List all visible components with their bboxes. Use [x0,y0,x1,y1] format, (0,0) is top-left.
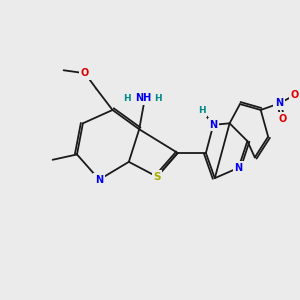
Text: N: N [209,120,218,130]
Text: H: H [124,94,131,103]
Text: N: N [95,175,103,184]
Text: H: H [154,94,162,103]
Text: N: N [234,163,243,173]
Text: S: S [153,172,161,182]
Text: O: O [290,90,298,100]
Text: NH: NH [136,93,152,103]
Text: H: H [198,106,206,115]
Text: O: O [81,68,89,78]
Text: N: N [275,98,283,109]
Text: O: O [278,114,287,124]
